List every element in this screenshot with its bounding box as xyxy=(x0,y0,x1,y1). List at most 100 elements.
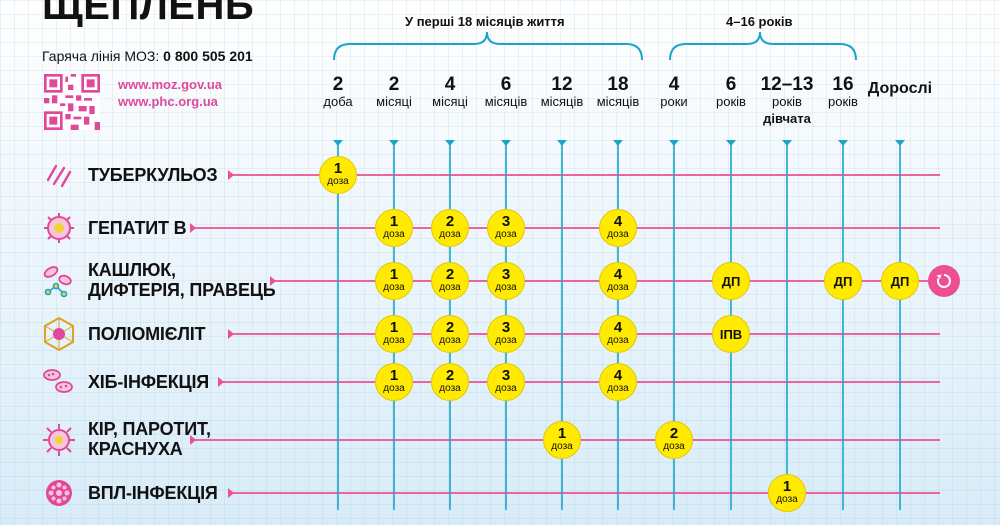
column-line-marker xyxy=(669,140,679,146)
dose-unit: доза xyxy=(383,229,405,240)
dose-marker[interactable]: 4 доза xyxy=(599,262,637,300)
dose-unit: доза xyxy=(383,335,405,346)
column-header: 6 місяців xyxy=(474,75,538,110)
website-links: www.moz.gov.ua www.phc.org.ua xyxy=(118,76,222,110)
disease-label: ХІБ-ІНФЕКЦІЯ xyxy=(88,372,209,392)
column-header-note: дівчата xyxy=(763,111,811,126)
dose-marker[interactable]: 2 доза xyxy=(655,421,693,459)
row-line-marker xyxy=(190,435,196,445)
dose-marker[interactable]: ДП xyxy=(881,262,919,300)
tuberculosis-icon xyxy=(46,164,72,188)
column-line-marker xyxy=(333,140,343,146)
dose-marker[interactable]: 1 доза xyxy=(375,262,413,300)
column-header-unit: місяців xyxy=(540,94,584,109)
column-header-unit: років xyxy=(772,94,802,109)
dose-unit: доза xyxy=(495,383,517,394)
qr-code-icon xyxy=(44,74,100,130)
row-line-marker xyxy=(190,223,196,233)
dose-marker[interactable]: 2 доза xyxy=(431,262,469,300)
dose-number: 4 xyxy=(613,213,623,230)
url-phc[interactable]: www.phc.org.ua xyxy=(118,94,218,109)
dose-unit: доза xyxy=(607,335,629,346)
dose-unit: доза xyxy=(439,229,461,240)
hpv-icon xyxy=(46,480,72,506)
dose-marker[interactable]: 1 доза xyxy=(768,474,806,512)
dose-unit: доза xyxy=(439,282,461,293)
dose-marker[interactable]: 1 доза xyxy=(543,421,581,459)
dose-unit: доза xyxy=(327,176,349,187)
dose-number: 1 xyxy=(389,213,399,230)
column-header-age: 4 xyxy=(668,74,680,95)
dose-marker[interactable]: ДП xyxy=(824,262,862,300)
column-header-unit: років xyxy=(828,94,858,109)
dose-marker[interactable]: 2 доза xyxy=(431,315,469,353)
column-header: 4 місяці xyxy=(418,74,482,110)
dose-marker[interactable]: 2 доза xyxy=(431,363,469,401)
column-header-unit: місяці xyxy=(432,94,468,109)
range-label-4-16-years: 4–16 років xyxy=(726,14,793,29)
column-line-marker xyxy=(613,140,623,146)
dose-marker[interactable]: 2 доза xyxy=(431,209,469,247)
disease-label-line: ТУБЕРКУЛЬОЗ xyxy=(88,165,218,185)
column-header-unit: років xyxy=(716,94,746,109)
dose-number: 3 xyxy=(501,367,511,384)
column-line-marker xyxy=(557,140,567,146)
dose-marker[interactable]: 3 доза xyxy=(487,315,525,353)
dose-number: 2 xyxy=(669,425,679,442)
dose-marker[interactable]: 1 доза xyxy=(375,363,413,401)
column-header-age: 4 xyxy=(444,74,456,95)
dose-marker[interactable]: 3 доза xyxy=(487,209,525,247)
dose-marker[interactable]: 1 доза xyxy=(375,209,413,247)
dose-unit: доза xyxy=(439,383,461,394)
column-line-marker xyxy=(445,140,455,146)
row-line-marker xyxy=(228,488,234,498)
pertussis-icon xyxy=(43,266,72,298)
disease-label: ПОЛІОМІЄЛІТ xyxy=(88,324,206,344)
dose-marker[interactable]: ІПВ xyxy=(712,315,750,353)
dose-number: 1 xyxy=(333,160,343,177)
column-line-marker xyxy=(501,140,511,146)
column-header: 2 доба xyxy=(306,74,370,110)
row-line-marker xyxy=(228,329,234,339)
column-line-marker xyxy=(838,140,848,146)
page-title: ЩЕПЛЕНЬ xyxy=(42,0,255,28)
column-header-age: 2 xyxy=(332,74,344,95)
hib-icon xyxy=(43,369,73,393)
column-header: 6 років xyxy=(699,75,763,110)
url-moz[interactable]: www.moz.gov.ua xyxy=(118,77,223,92)
dose-marker[interactable]: ДП xyxy=(712,262,750,300)
dose-marker[interactable]: 3 доза xyxy=(487,262,525,300)
dose-marker[interactable]: 4 доза xyxy=(599,363,637,401)
disease-label-line: КІР, ПАРОТИТ, xyxy=(88,419,211,439)
range-label-18-months: У перші 18 місяців життя xyxy=(405,14,565,29)
dose-unit: доза xyxy=(495,229,517,240)
column-header: Дорослі xyxy=(860,80,940,97)
disease-label-line: КАШЛЮК, xyxy=(88,260,176,280)
column-header: 16 років xyxy=(811,75,875,110)
dose-number: 3 xyxy=(501,213,511,230)
dose-marker[interactable]: 1 доза xyxy=(375,315,413,353)
disease-label-line: ДИФТЕРІЯ, ПРАВЕЦЬ xyxy=(88,280,276,300)
hotline: Гаряча лінія МОЗ: 0 800 505 201 xyxy=(42,48,253,64)
dose-number: 1 xyxy=(557,425,567,442)
dose-unit: доза xyxy=(439,335,461,346)
column-header-age: 12–13 xyxy=(760,74,814,95)
dose-type: ДП xyxy=(833,273,853,289)
dose-marker[interactable]: 3 доза xyxy=(487,363,525,401)
dose-type: ДП xyxy=(721,273,741,289)
column-header: 2 місяці xyxy=(362,75,426,110)
dose-number: 2 xyxy=(445,213,455,230)
column-header: 12 місяців xyxy=(530,75,594,110)
dose-marker[interactable]: 4 доза xyxy=(599,209,637,247)
dose-number: 4 xyxy=(613,367,623,384)
dose-marker[interactable]: 1 доза xyxy=(319,156,357,194)
dose-unit: доза xyxy=(663,441,685,452)
dose-marker[interactable]: 4 доза xyxy=(599,315,637,353)
dose-unit: доза xyxy=(495,282,517,293)
dose-unit: доза xyxy=(551,441,573,452)
column-header-unit: місяці xyxy=(376,94,412,109)
disease-label-line: ПОЛІОМІЄЛІТ xyxy=(88,324,206,344)
hotline-number[interactable]: 0 800 505 201 xyxy=(163,48,253,64)
dose-number: 3 xyxy=(501,319,511,336)
dose-number: 1 xyxy=(389,266,399,283)
